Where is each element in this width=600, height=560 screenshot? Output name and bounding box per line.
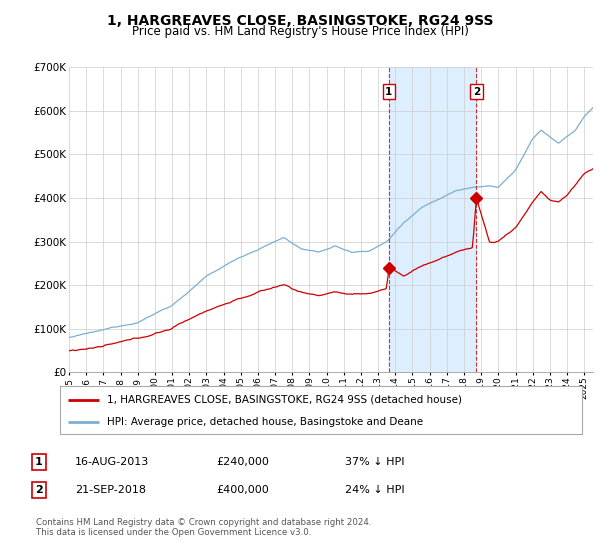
Text: HPI: Average price, detached house, Basingstoke and Deane: HPI: Average price, detached house, Basi… xyxy=(107,417,423,427)
Text: Contains HM Land Registry data © Crown copyright and database right 2024.
This d: Contains HM Land Registry data © Crown c… xyxy=(36,518,371,538)
Text: 2: 2 xyxy=(35,485,43,495)
Text: Price paid vs. HM Land Registry's House Price Index (HPI): Price paid vs. HM Land Registry's House … xyxy=(131,25,469,38)
Text: £240,000: £240,000 xyxy=(216,457,269,467)
Text: 1, HARGREAVES CLOSE, BASINGSTOKE, RG24 9SS: 1, HARGREAVES CLOSE, BASINGSTOKE, RG24 9… xyxy=(107,14,493,28)
Text: 16-AUG-2013: 16-AUG-2013 xyxy=(75,457,149,467)
Text: 21-SEP-2018: 21-SEP-2018 xyxy=(75,485,146,495)
Text: 37% ↓ HPI: 37% ↓ HPI xyxy=(345,457,404,467)
Text: 24% ↓ HPI: 24% ↓ HPI xyxy=(345,485,404,495)
Text: 1: 1 xyxy=(35,457,43,467)
Text: £400,000: £400,000 xyxy=(216,485,269,495)
Text: 1: 1 xyxy=(385,87,392,97)
Text: 2: 2 xyxy=(473,87,480,97)
Text: 1, HARGREAVES CLOSE, BASINGSTOKE, RG24 9SS (detached house): 1, HARGREAVES CLOSE, BASINGSTOKE, RG24 9… xyxy=(107,395,462,405)
Bar xyxy=(389,67,476,372)
